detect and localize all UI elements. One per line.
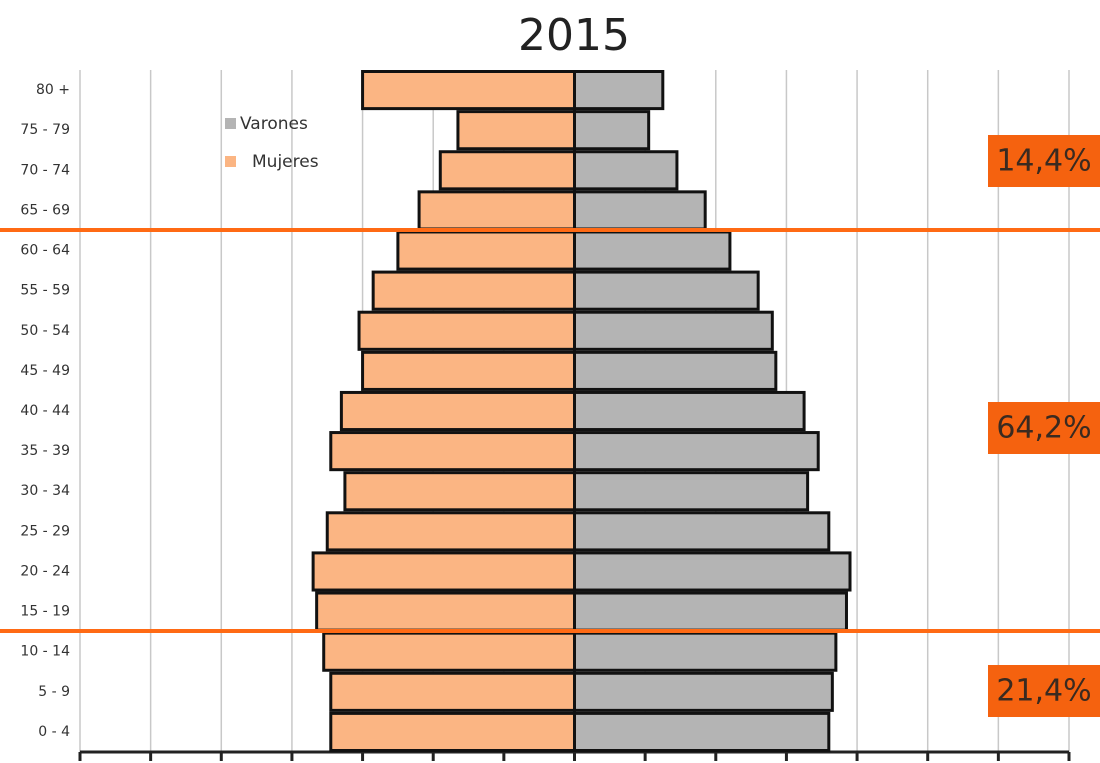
bar (361, 350, 577, 391)
bar (322, 631, 577, 672)
bar (343, 471, 576, 512)
bar (438, 150, 576, 191)
bar (573, 390, 806, 432)
y-tick-label: 5 - 9 (38, 684, 70, 700)
bar (573, 270, 760, 311)
y-tick-label: 70 - 74 (20, 162, 70, 178)
annotation-box (988, 135, 1100, 187)
bar (573, 150, 679, 191)
y-tick-label: 25 - 29 (20, 523, 70, 539)
bar (573, 551, 852, 592)
y-tick-label: 15 - 19 (20, 604, 70, 620)
bar (573, 190, 707, 231)
legend-swatch (225, 118, 236, 129)
bar (339, 390, 576, 432)
y-tick-label: 45 - 49 (20, 363, 70, 379)
bar (329, 711, 576, 752)
bar (573, 110, 651, 151)
bar (573, 70, 665, 111)
legend-swatch (225, 156, 236, 167)
bar (573, 310, 774, 351)
bar (573, 591, 848, 632)
bar (361, 70, 577, 111)
bar (573, 671, 834, 712)
y-tick-label: 30 - 34 (20, 483, 70, 499)
bar (573, 711, 831, 752)
bar (325, 511, 576, 552)
bar (456, 110, 577, 151)
annotation-box (988, 402, 1100, 454)
annotation: 14,4% (996, 144, 1091, 179)
bar (371, 270, 576, 311)
y-tick-label: 20 - 24 (20, 563, 70, 579)
bars (311, 70, 852, 752)
bar (573, 350, 778, 391)
bar (573, 511, 831, 552)
y-tick-label: 65 - 69 (20, 202, 70, 218)
y-tick-label: 10 - 14 (20, 644, 70, 660)
annotation-box (988, 665, 1100, 717)
bar (573, 431, 820, 472)
bar (396, 230, 576, 271)
bar (573, 471, 810, 512)
chart-title: 2015 (518, 10, 630, 61)
bar (329, 671, 576, 712)
y-tick-label: 55 - 59 (20, 283, 70, 299)
y-tick-label: 35 - 39 (20, 443, 70, 459)
y-tick-label: 60 - 64 (20, 243, 70, 259)
bar (417, 190, 577, 231)
annotation: 21,4% (996, 674, 1091, 709)
y-tick-label: 40 - 44 (20, 403, 70, 419)
y-tick-label: 80 + (36, 82, 70, 98)
y-tick-label: 0 - 4 (38, 724, 70, 740)
annotation: 64,2% (996, 411, 1091, 446)
y-tick-label: 50 - 54 (20, 323, 70, 339)
bar (311, 551, 576, 592)
bar (315, 591, 576, 632)
legend-label: Varones (240, 114, 308, 134)
bar (573, 631, 838, 672)
bar (357, 310, 576, 351)
y-tick-label: 75 - 79 (20, 122, 70, 138)
bar (573, 230, 732, 271)
legend-label: Mujeres (252, 152, 319, 172)
bar (329, 431, 576, 472)
